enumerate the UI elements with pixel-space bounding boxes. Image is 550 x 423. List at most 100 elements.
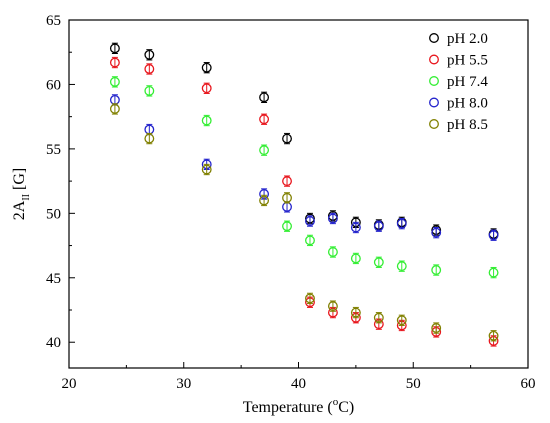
marker bbox=[282, 192, 292, 203]
marker bbox=[109, 57, 120, 68]
legend-label: pH 8.5 bbox=[447, 117, 488, 133]
marker bbox=[431, 323, 442, 333]
marker bbox=[431, 265, 442, 275]
marker bbox=[109, 76, 120, 87]
data-point bbox=[144, 132, 155, 145]
data-point bbox=[350, 252, 361, 265]
legend-label: pH 5.5 bbox=[447, 53, 488, 69]
x-axis-title-sup: o bbox=[333, 396, 339, 408]
data-point bbox=[350, 221, 361, 234]
marker bbox=[488, 230, 499, 241]
data-point bbox=[201, 62, 212, 74]
data-point bbox=[350, 306, 361, 319]
marker bbox=[396, 218, 407, 229]
y-tick-label: 45 bbox=[46, 271, 61, 287]
marker bbox=[350, 253, 361, 264]
x-tick-label: 20 bbox=[62, 376, 77, 392]
data-point bbox=[488, 229, 499, 241]
axis-ticks: 20 30 40 50 60 40 45 50 55 60 65 bbox=[46, 13, 536, 392]
marker bbox=[396, 315, 407, 326]
marker bbox=[201, 115, 212, 126]
legend: pH 2.0 pH 5.5 pH 7.4 pH 8.0 pH 8.5 bbox=[429, 31, 488, 133]
x-tick-label: 30 bbox=[176, 376, 191, 392]
data-point bbox=[109, 103, 120, 115]
data-point bbox=[305, 215, 315, 227]
x-axis-title: Temperature (oC) bbox=[243, 396, 354, 416]
data-point bbox=[144, 63, 155, 75]
data-point bbox=[282, 192, 292, 204]
data-point bbox=[109, 42, 120, 55]
data-point bbox=[144, 49, 155, 61]
y-axis-title-sub: II bbox=[21, 194, 32, 201]
legend-label: pH 7.4 bbox=[447, 74, 488, 90]
series-1 bbox=[109, 56, 499, 347]
data-point bbox=[201, 82, 212, 94]
data-point bbox=[396, 314, 407, 326]
data-point bbox=[373, 256, 384, 268]
y-axis-title: 2AII [G] bbox=[11, 168, 32, 220]
marker bbox=[144, 133, 155, 144]
data-point bbox=[144, 85, 155, 97]
marker bbox=[282, 133, 292, 144]
x-axis-title-end: C) bbox=[338, 399, 354, 416]
y-tick-label: 50 bbox=[46, 206, 61, 222]
legend-item: pH 7.4 bbox=[429, 74, 488, 90]
data-point bbox=[431, 322, 442, 334]
data-point bbox=[396, 260, 407, 272]
data-point bbox=[109, 76, 120, 88]
legend-marker bbox=[429, 119, 439, 129]
marker bbox=[396, 261, 407, 272]
data-point bbox=[109, 56, 120, 69]
marker bbox=[431, 227, 442, 238]
marker bbox=[109, 43, 120, 54]
data-point bbox=[201, 163, 212, 176]
plot-area bbox=[109, 42, 499, 347]
marker bbox=[259, 145, 270, 156]
y-tick-label: 60 bbox=[46, 77, 61, 93]
data-point bbox=[431, 264, 442, 276]
y-axis-title-end: [G] bbox=[11, 168, 28, 194]
legend-label: pH 8.0 bbox=[447, 96, 488, 112]
marker bbox=[373, 257, 384, 268]
legend-marker bbox=[429, 54, 439, 65]
legend-item: pH 2.0 bbox=[429, 31, 488, 47]
data-point bbox=[327, 246, 338, 258]
legend-marker bbox=[429, 33, 439, 43]
marker bbox=[201, 83, 212, 94]
marker bbox=[350, 222, 361, 233]
marker bbox=[201, 164, 212, 175]
marker bbox=[144, 85, 155, 96]
data-point bbox=[259, 113, 270, 125]
data-point bbox=[373, 220, 384, 232]
data-point bbox=[282, 175, 292, 187]
marker bbox=[201, 62, 212, 73]
x-tick-label: 50 bbox=[406, 376, 421, 392]
legend-item: pH 8.5 bbox=[429, 117, 488, 133]
marker bbox=[305, 293, 315, 304]
legend-marker bbox=[429, 76, 439, 86]
marker bbox=[373, 221, 384, 232]
data-point bbox=[327, 300, 338, 312]
data-point bbox=[396, 217, 407, 230]
marker bbox=[144, 64, 155, 74]
data-point bbox=[327, 212, 338, 225]
marker bbox=[327, 247, 338, 257]
marker bbox=[109, 103, 120, 114]
y-tick-label: 65 bbox=[46, 13, 61, 29]
y-tick-label: 55 bbox=[46, 142, 61, 158]
marker bbox=[305, 216, 315, 227]
marker bbox=[259, 195, 270, 206]
marker bbox=[282, 221, 292, 232]
marker bbox=[327, 213, 338, 224]
data-point bbox=[305, 234, 315, 247]
y-axis-title-main: 2A bbox=[11, 200, 28, 220]
marker bbox=[282, 176, 292, 187]
marker bbox=[488, 330, 499, 341]
data-point bbox=[373, 312, 384, 324]
marker bbox=[488, 267, 499, 278]
marker bbox=[305, 235, 315, 246]
data-point bbox=[282, 132, 292, 145]
data-point bbox=[282, 220, 292, 232]
plot-frame bbox=[68, 19, 529, 369]
